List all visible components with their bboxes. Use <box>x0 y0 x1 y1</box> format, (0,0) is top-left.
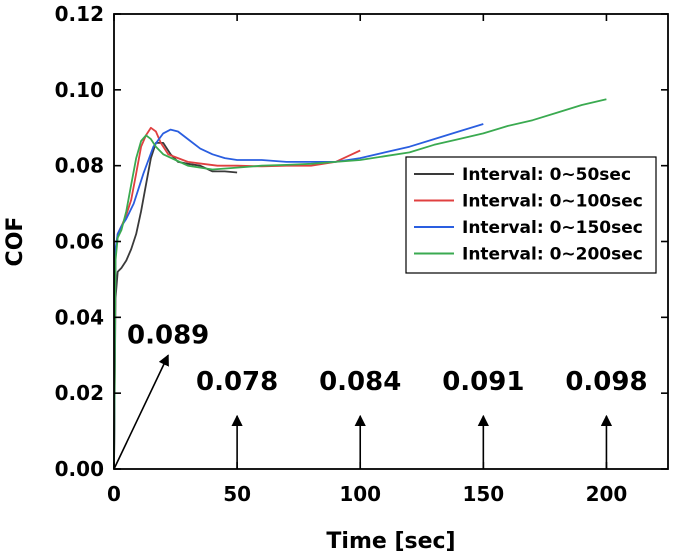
series-line-3 <box>113 123 484 470</box>
legend-label: Interval: 0~200sec <box>462 245 643 265</box>
legend-label: Interval: 0~100sec <box>462 192 643 212</box>
x-tick-label: 200 <box>586 482 628 506</box>
annotation-layer: 0.089 0.078 0.084 0.091 0.098 <box>113 320 648 470</box>
y-tick-label: 0.10 <box>55 78 104 102</box>
y-tick-label: 0.00 <box>55 457 104 481</box>
y-tick-label: 0.04 <box>55 305 104 329</box>
y-tick-label: 0.08 <box>55 154 104 178</box>
series-line-1 <box>113 141 238 470</box>
y-tick-label: 0.02 <box>55 381 104 405</box>
ticks-layer: 0 50 100 150 200 0.00 0.02 0.04 0.06 0.08 0.10 0.12 <box>55 2 668 506</box>
y-axis-title: COF <box>3 217 28 267</box>
x-axis-title: Time [sec] <box>326 529 455 554</box>
x-tick-label: 100 <box>339 482 381 506</box>
x-tick-label: 50 <box>223 482 251 506</box>
x-tick-label: 150 <box>462 482 504 506</box>
annotation-label: 0.078 <box>196 367 278 397</box>
x-tick-label: 0 <box>107 482 121 506</box>
annotation-label: 0.091 <box>442 367 524 397</box>
annotation-label: 0.084 <box>319 367 401 397</box>
legend: Interval: 0~50sec Interval: 0~100sec Inter… <box>405 156 657 274</box>
legend-label: Interval: 0~50sec <box>462 165 631 185</box>
y-tick-label: 0.06 <box>55 230 104 254</box>
y-tick-label: 0.12 <box>55 2 104 26</box>
annotation-arrow <box>113 354 169 470</box>
series-line-4 <box>113 98 607 470</box>
annotation-label: 0.098 <box>565 367 647 397</box>
series-layer <box>113 98 607 470</box>
annotation-label: 0.089 <box>127 320 209 350</box>
legend-label: Interval: 0~150sec <box>462 218 643 238</box>
